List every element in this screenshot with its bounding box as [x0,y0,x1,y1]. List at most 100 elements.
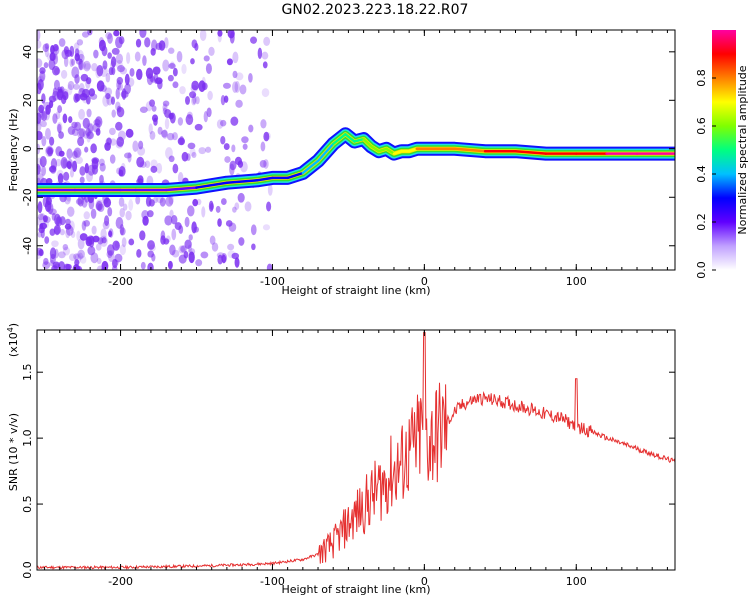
noise-blob [203,55,210,62]
noise-blob [37,121,42,132]
x-tick-label: 0 [421,575,428,588]
noise-blob [139,30,147,39]
spectrogram-xlabel: Height of straight line (km) [281,284,430,297]
noise-blob [42,43,49,53]
noise-blob [205,63,212,74]
noise-blob [89,93,98,100]
noise-blob [177,172,184,184]
y-tick-label: 0.0 [21,561,34,579]
noise-blob [150,159,158,168]
noise-blob [168,195,174,205]
noise-blob [98,37,105,47]
noise-blob [183,251,189,259]
noise-blob [172,67,178,77]
noise-blob [60,94,67,105]
noise-blob [151,105,157,112]
noise-blob [166,132,175,141]
noise-blob [60,69,68,79]
noise-blob [107,206,113,217]
noise-blob [156,162,163,174]
noise-blob [107,33,113,44]
noise-blob [72,160,78,172]
noise-blob [124,73,130,86]
noise-blob [37,173,44,184]
noise-blob [168,62,176,70]
noise-blob [69,253,77,262]
x-tick-label: 0 [421,275,428,288]
noise-blob [100,228,107,241]
noise-blob [177,137,185,146]
noise-blob [119,223,125,236]
noise-blob [74,74,80,84]
noise-blob [148,244,156,252]
noise-blob [235,72,244,81]
noise-blob [264,132,271,141]
noise-blob [181,63,187,75]
noise-blob [94,116,103,128]
noise-blob [234,202,240,210]
noise-blob [59,228,65,236]
noise-blob [47,145,53,155]
noise-blob [231,252,240,260]
noise-blob [111,265,118,270]
noise-blob [208,46,215,56]
noise-blob [118,166,126,177]
noise-blob [159,197,166,207]
noise-blob [79,93,88,101]
noise-blob [91,62,98,72]
noise-blob [223,143,230,150]
noise-blob [117,82,123,91]
noise-blob [51,240,59,248]
noise-blob [248,124,254,133]
noise-blob [95,203,102,211]
noise-blob [201,76,206,89]
noise-blob [78,58,84,71]
noise-blob [192,198,199,207]
noise-blob [63,55,69,68]
noise-blob [201,82,208,91]
ridge-segment [377,147,388,153]
noise-blob [244,201,252,212]
noise-blob [58,150,65,157]
noise-blob [52,113,58,124]
spectrogram-ridge [37,127,675,197]
snr-panel: -200 -100 0 100 0.0 0.5 1.0 1.5 Height of strai… [6,323,676,596]
noise-blob [116,167,122,175]
noise-blob [174,222,182,230]
noise-blob [191,96,197,106]
noise-blob [43,109,50,121]
ridge-segment [301,159,320,175]
noise-blob [261,51,269,60]
noise-blob [121,237,127,248]
noise-blob [45,104,51,115]
noise-blob [48,165,57,173]
colorbar: 0.0 0.2 0.4 0.6 0.8 Normalized spectral ampl… [695,30,749,279]
noise-blob [106,95,113,106]
ridge-segment [369,145,381,153]
noise-blob [75,156,83,164]
snr-frame [36,329,676,571]
noise-blob [76,39,84,46]
noise-blob [238,237,245,246]
noise-blob [187,142,196,150]
noise-blob [99,235,108,247]
noise-blob [60,156,68,169]
y-tick-label: 1.5 [21,363,34,381]
noise-blob [81,197,88,208]
noise-blob [73,253,80,260]
noise-blob [92,235,100,243]
colorbar-tick-label: 0.4 [695,165,708,183]
noise-blob [116,105,122,113]
noise-blob [157,126,163,135]
noise-blob [73,93,79,103]
noise-blob [160,129,168,138]
noise-blob [198,147,207,155]
noise-blob [67,126,76,135]
noise-blob [48,95,57,103]
noise-blob [95,128,101,136]
noise-blob [49,208,57,216]
noise-blob [83,220,91,227]
ridge-segment [362,137,373,148]
noise-blob [135,195,141,205]
ridge-segment [286,171,305,180]
